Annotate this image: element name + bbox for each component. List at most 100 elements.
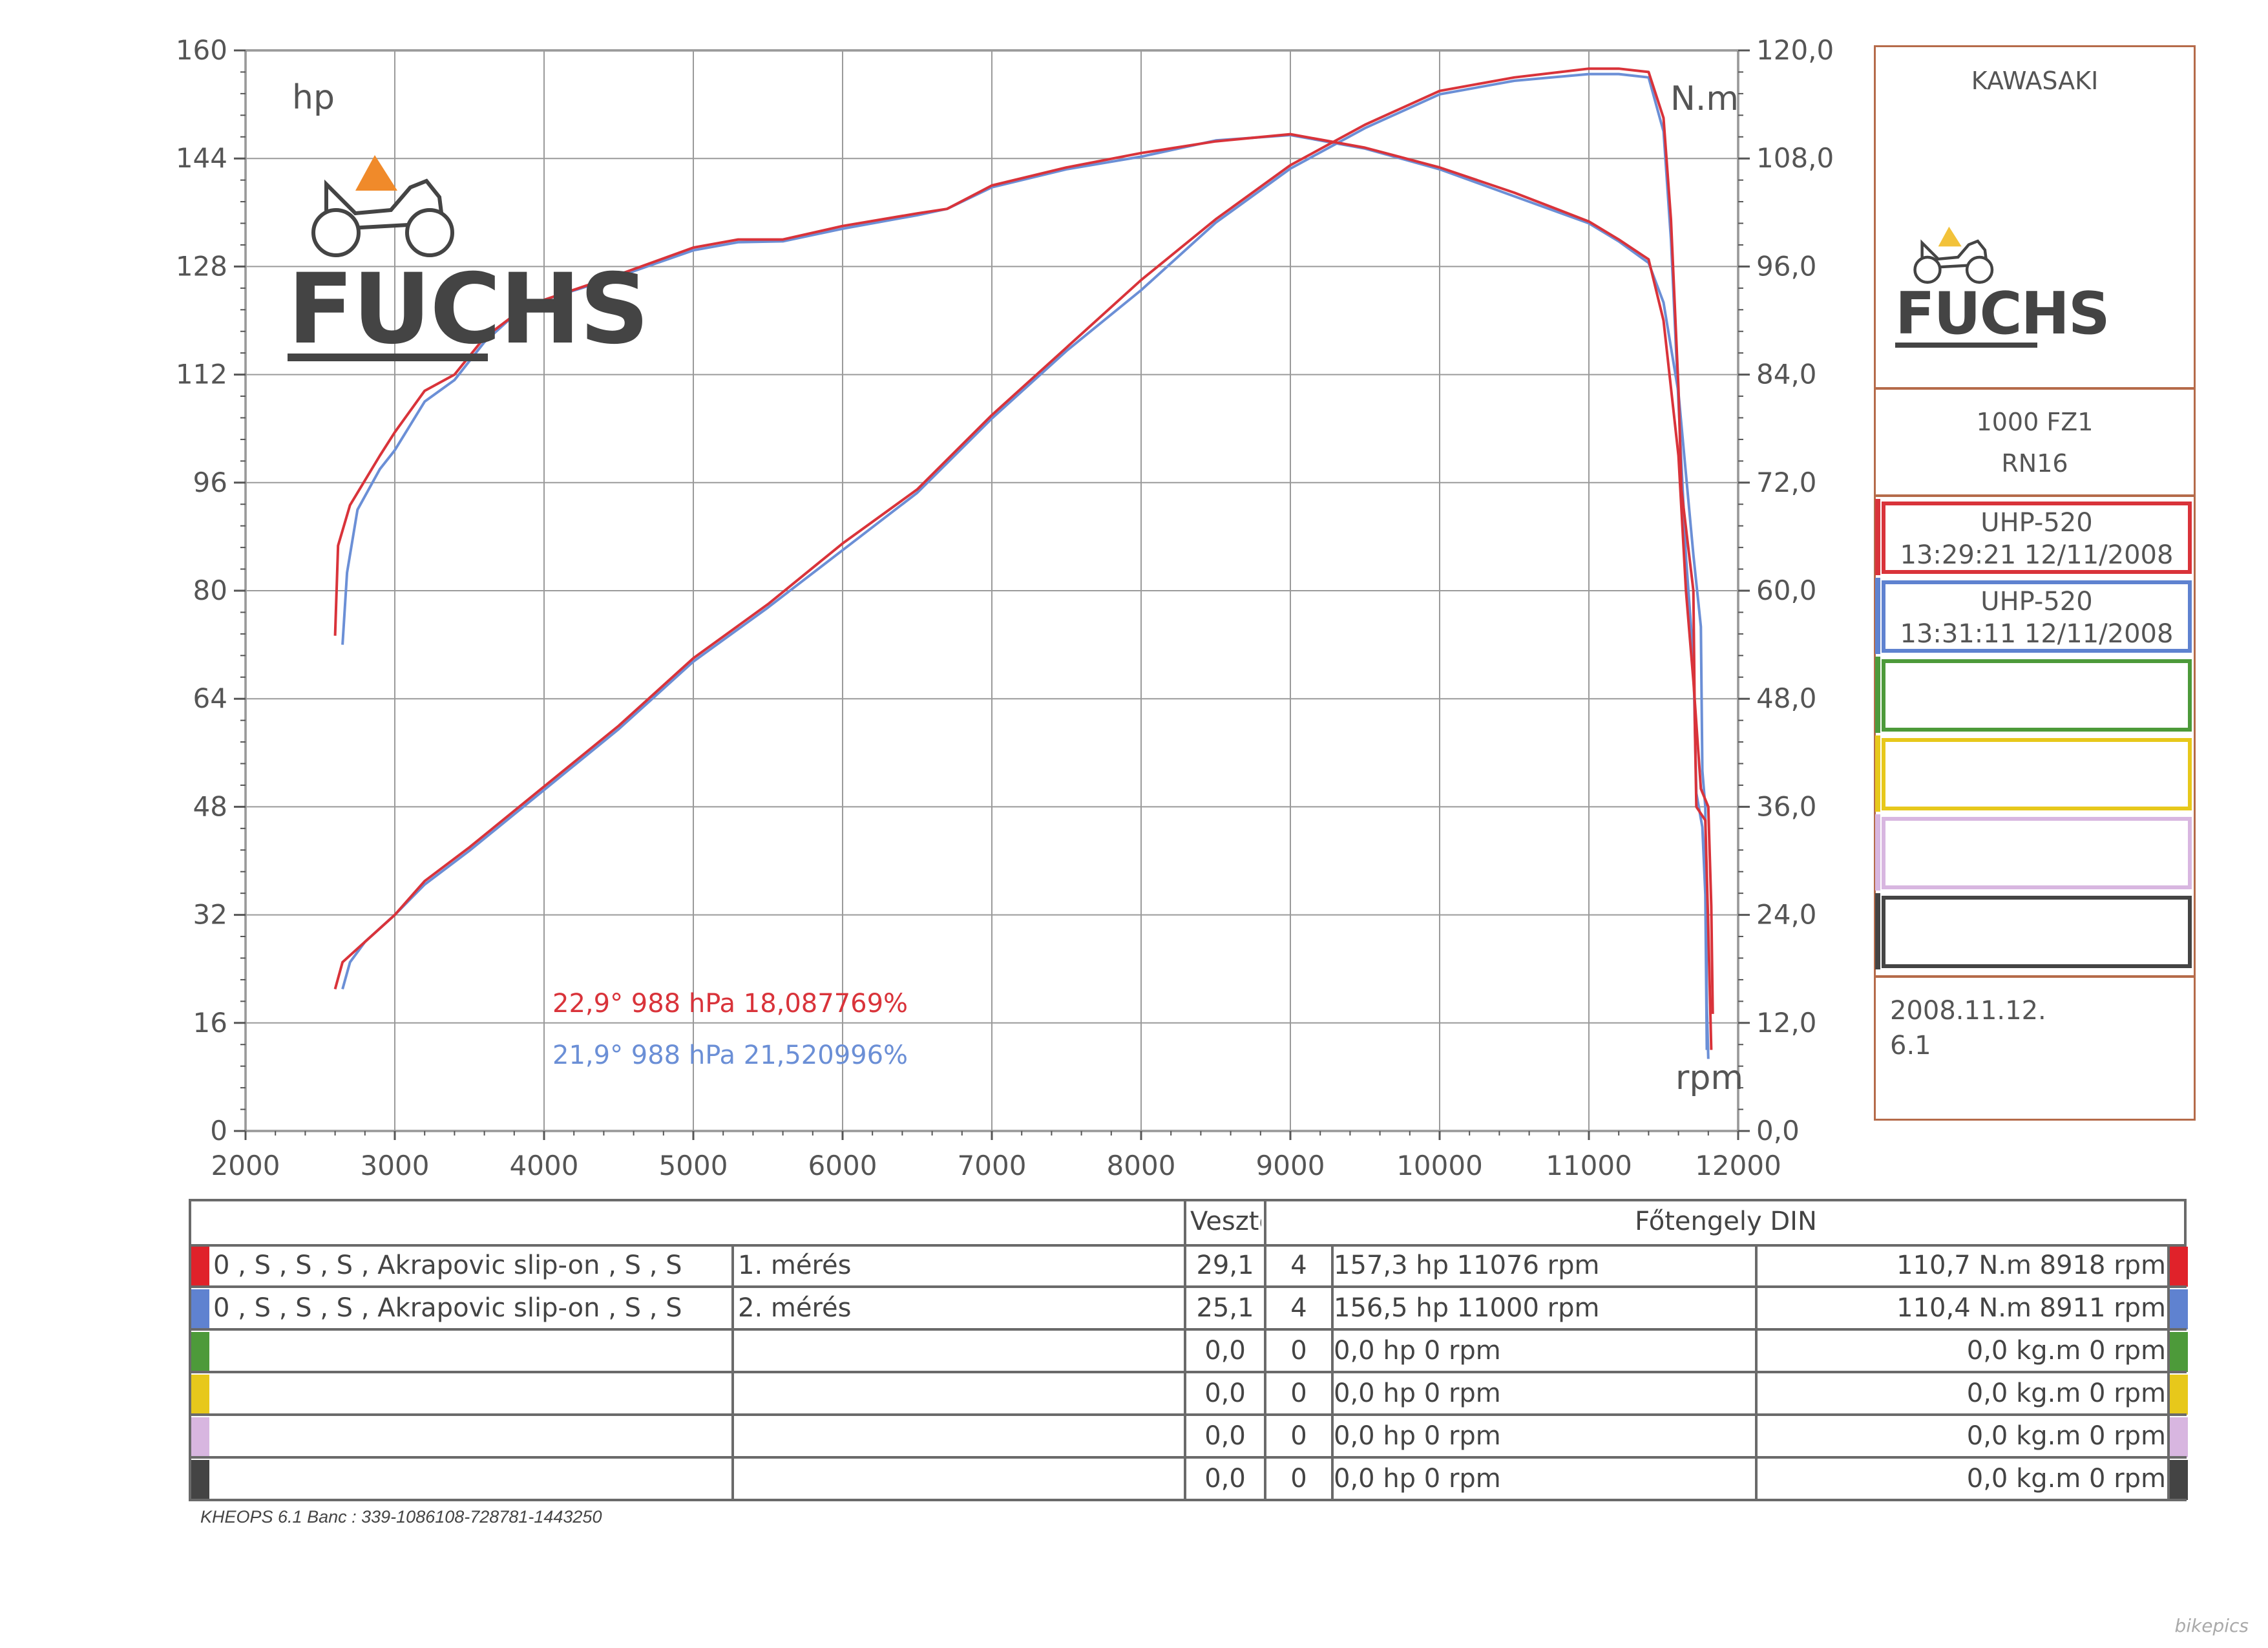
y-right-tick-label: 48,0 <box>1756 682 1817 714</box>
run-entry[interactable]: UHP-520 13:29:21 12/11/2008 <box>1882 502 2192 574</box>
run-entry[interactable] <box>1882 896 2192 968</box>
run-entry[interactable]: UHP-520 13:31:11 12/11/2008 <box>1882 580 2192 653</box>
cell-torque: 0,0 kg.m 0 rpm <box>1966 1464 2166 1494</box>
y-right-tick-label: 120,0 <box>1756 34 1834 66</box>
table-column-divider <box>1264 1244 1266 1500</box>
run-entry[interactable] <box>1882 738 2192 810</box>
y-left-tick-label: 144 <box>176 142 227 174</box>
x-axis-label: rpm <box>1675 1059 1743 1097</box>
results-table: Veszteség(N.m) Főtengely DIN 0 , S , S ,… <box>189 1199 2192 1501</box>
y-left-tick-label: 32 <box>193 899 227 931</box>
x-tick-label: 8000 <box>1107 1150 1176 1181</box>
row-color-chip-left <box>191 1375 209 1415</box>
x-tick-label: 6000 <box>808 1150 877 1181</box>
table-column-divider <box>189 1244 191 1500</box>
model-line-2: RN16 <box>2001 449 2068 478</box>
y-left-tick-label: 112 <box>176 359 227 390</box>
y-axis-right-label: N.m <box>1670 79 1739 118</box>
y-left-tick-label: 48 <box>193 790 227 822</box>
table-row[interactable]: 0 , S , S , S , Akrapovic slip-on , S , … <box>189 1287 2192 1331</box>
brand-label: KAWASAKI <box>1971 67 2099 95</box>
x-tick-label: 5000 <box>659 1150 728 1181</box>
y-right-tick-label: 84,0 <box>1756 359 1817 390</box>
y-right-tick-label: 24,0 <box>1756 899 1817 931</box>
x-tick-label: 7000 <box>958 1150 1027 1181</box>
side-panel-model: 1000 FZ1 RN16 <box>1874 388 2196 496</box>
series-line-power-run-1 <box>333 67 1713 1050</box>
series-line-power-run-2 <box>341 72 1708 1050</box>
table-row-divider <box>189 1456 2187 1459</box>
row-color-chip-left <box>191 1417 209 1457</box>
table-row-divider <box>189 1285 2187 1288</box>
cell-torque: 110,7 N.m 8918 rpm <box>1896 1251 2166 1280</box>
table-row-divider <box>189 1371 2187 1373</box>
cell-n: 4 <box>1290 1293 1307 1323</box>
cell-loss: 25,1 <box>1196 1293 1254 1323</box>
table-row[interactable]: 0 , S , S , S , Akrapovic slip-on , S , … <box>189 1244 2192 1288</box>
y-right-tick-label: 108,0 <box>1756 142 1834 174</box>
table-row[interactable]: 0,0 0 0,0 hp 0 rpm 0,0 kg.m 0 rpm <box>189 1372 2192 1416</box>
footer-text: KHEOPS 6.1 Banc : 339-1086108-728781-144… <box>200 1507 602 1527</box>
run-date: 2008.11.12. <box>1890 996 2046 1026</box>
cell-power: 156,5 hp 11000 rpm <box>1334 1293 1600 1323</box>
row-color-chip-left <box>191 1289 209 1329</box>
table-row[interactable]: 0,0 0 0,0 hp 0 rpm 0,0 kg.m 0 rpm <box>189 1329 2192 1373</box>
cell-n: 0 <box>1290 1379 1307 1408</box>
run-entry-title: UHP-520 <box>1980 587 2093 617</box>
cell-torque: 0,0 kg.m 0 rpm <box>1966 1421 2166 1451</box>
cell-desc: 0 , S , S , S , Akrapovic slip-on , S , … <box>213 1293 682 1323</box>
row-color-chip-right <box>2170 1417 2188 1457</box>
annotation-run-1: 22,9° 988 hPa 18,087769% <box>552 989 908 1019</box>
cell-loss: 0,0 <box>1204 1379 1246 1408</box>
y-left-tick-label: 0 <box>210 1115 227 1146</box>
row-color-chip-left <box>191 1460 209 1500</box>
row-color-chip-right <box>2170 1247 2188 1287</box>
watermark: bikepics <box>2174 1615 2249 1636</box>
table-column-divider <box>2167 1244 2170 1500</box>
cell-loss: 0,0 <box>1204 1336 1246 1366</box>
cell-run: 1. mérés <box>738 1251 852 1280</box>
side-panel-brand: KAWASAKI FUCHS <box>1874 45 2196 389</box>
software-version: 6.1 <box>1890 1031 1931 1061</box>
run-entry[interactable] <box>1882 817 2192 889</box>
cell-loss: 0,0 <box>1204 1421 1246 1451</box>
series-line-torque-run-1 <box>333 132 1714 1014</box>
table-column-divider <box>1755 1244 1758 1500</box>
table-row-divider <box>189 1499 2187 1501</box>
motorcycle-icon-small <box>1913 226 1994 284</box>
x-tick-label: 11000 <box>1546 1150 1632 1181</box>
series-line-torque-run-2 <box>341 134 1710 1059</box>
cell-loss: 0,0 <box>1204 1464 1246 1494</box>
y-right-tick-label: 0,0 <box>1756 1115 1800 1146</box>
y-axis-left-label: hp <box>292 78 335 117</box>
x-tick-label: 9000 <box>1256 1150 1325 1181</box>
cell-torque: 0,0 kg.m 0 rpm <box>1966 1379 2166 1408</box>
header-loss: Veszteség(N.m) <box>1190 1207 1261 1236</box>
x-tick-label: 12000 <box>1695 1150 1781 1181</box>
y-left-tick-label: 80 <box>193 575 227 606</box>
cell-torque: 110,4 N.m 8911 rpm <box>1896 1293 2166 1323</box>
run-color-stripe <box>1875 578 1880 654</box>
y-right-tick-label: 12,0 <box>1756 1007 1817 1039</box>
row-color-chip-right <box>2170 1332 2188 1372</box>
fuchs-logo-main: FUCHS <box>288 152 649 361</box>
y-left-tick-label: 64 <box>193 682 227 714</box>
y-left-tick-label: 16 <box>193 1007 227 1039</box>
annotation-run-2: 21,9° 988 hPa 21,520996% <box>552 1041 908 1070</box>
row-color-chip-right <box>2170 1289 2188 1329</box>
cell-power: 0,0 hp 0 rpm <box>1334 1336 1501 1366</box>
x-tick-label: 3000 <box>361 1150 430 1181</box>
table-row[interactable]: 0,0 0 0,0 hp 0 rpm 0,0 kg.m 0 rpm <box>189 1457 2192 1501</box>
cell-run: 2. mérés <box>738 1293 852 1323</box>
fuchs-logo-word-side: FUCHS <box>1895 280 2110 348</box>
table-row-divider <box>189 1328 2187 1331</box>
cell-n: 0 <box>1290 1464 1307 1494</box>
run-entry[interactable] <box>1882 659 2192 732</box>
cell-power: 0,0 hp 0 rpm <box>1334 1421 1501 1451</box>
table-row[interactable]: 0,0 0 0,0 hp 0 rpm 0,0 kg.m 0 rpm <box>189 1415 2192 1459</box>
cell-power: 0,0 hp 0 rpm <box>1334 1379 1501 1408</box>
row-color-chip-left <box>191 1247 209 1287</box>
x-tick-label: 10000 <box>1396 1150 1483 1181</box>
y-right-tick-label: 96,0 <box>1756 250 1817 282</box>
run-color-stripe <box>1875 735 1880 812</box>
